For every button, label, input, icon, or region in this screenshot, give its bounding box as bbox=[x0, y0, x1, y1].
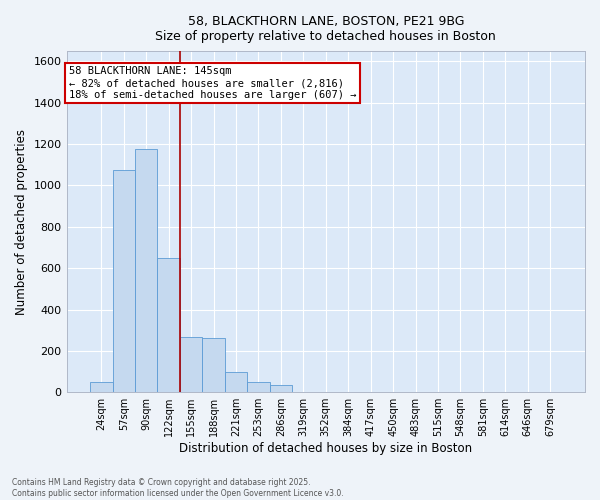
Bar bbox=[202, 338, 225, 392]
Bar bbox=[225, 372, 247, 392]
Bar bbox=[269, 385, 292, 392]
Bar bbox=[135, 150, 157, 392]
Text: Contains HM Land Registry data © Crown copyright and database right 2025.
Contai: Contains HM Land Registry data © Crown c… bbox=[12, 478, 344, 498]
Bar bbox=[180, 338, 202, 392]
Y-axis label: Number of detached properties: Number of detached properties bbox=[15, 128, 28, 314]
Text: 58 BLACKTHORN LANE: 145sqm
← 82% of detached houses are smaller (2,816)
18% of s: 58 BLACKTHORN LANE: 145sqm ← 82% of deta… bbox=[69, 66, 356, 100]
Bar bbox=[157, 258, 180, 392]
Bar bbox=[113, 170, 135, 392]
Bar bbox=[90, 382, 113, 392]
X-axis label: Distribution of detached houses by size in Boston: Distribution of detached houses by size … bbox=[179, 442, 472, 455]
Title: 58, BLACKTHORN LANE, BOSTON, PE21 9BG
Size of property relative to detached hous: 58, BLACKTHORN LANE, BOSTON, PE21 9BG Si… bbox=[155, 15, 496, 43]
Bar bbox=[247, 382, 269, 392]
